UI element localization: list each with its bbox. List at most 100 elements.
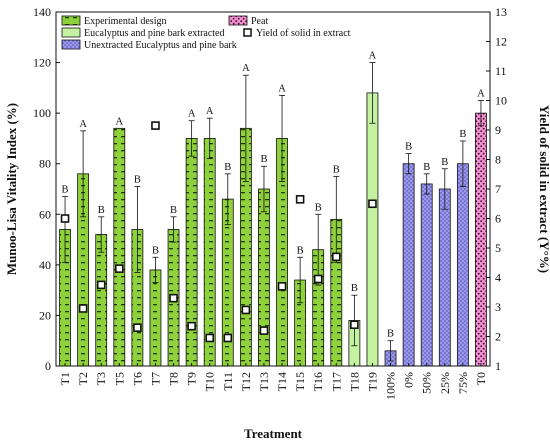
letter-T0: A <box>477 89 485 100</box>
left-tick-label: 0 <box>45 359 51 373</box>
yield-marker-T15 <box>295 195 305 204</box>
x-tick-label-100%: 100% <box>384 372 398 400</box>
x-tick-label-0%: 0% <box>402 372 416 388</box>
letter-T16: B <box>315 202 322 213</box>
legend-swatch-unextracted <box>61 39 81 50</box>
x-tick-label-T1: T1 <box>58 372 72 385</box>
x-tick-label-T16: T16 <box>311 372 325 391</box>
bar-T7 <box>149 269 162 367</box>
x-tick-label-T2: T2 <box>76 372 90 385</box>
bar-75% <box>456 163 469 367</box>
letter-T12: A <box>242 63 250 74</box>
yield-marker-T2 <box>78 304 88 313</box>
left-tick-label: 100 <box>33 106 51 120</box>
right-tick-label: 5 <box>495 241 501 255</box>
letter-T3: B <box>98 205 105 216</box>
x-tick-label-T19: T19 <box>365 372 379 391</box>
yield-markers-layer <box>60 121 377 343</box>
letter-T1: B <box>62 185 69 196</box>
legend-swatch-peat <box>228 15 248 26</box>
x-tick-label-T11: T11 <box>221 372 235 391</box>
x-tick-label-T14: T14 <box>275 372 289 391</box>
letter-T5: A <box>115 116 123 127</box>
yield-marker-T13 <box>259 326 269 335</box>
legend-label-extracted: Eucalyptus and pine bark extracted <box>84 28 225 39</box>
x-tick-label-T3: T3 <box>94 372 108 385</box>
yield-marker-T8 <box>169 293 178 303</box>
yield-marker-T6 <box>133 323 142 332</box>
x-tick-label-T9: T9 <box>185 372 199 385</box>
letter-T10: A <box>206 106 214 117</box>
x-tick-label-25%: 25% <box>438 372 452 394</box>
left-y-axis-title: Munoo-Lisa Vitality Index (%) <box>4 103 19 275</box>
right-y-axis-title: Yield of solid in extract (Y°%) <box>537 105 550 273</box>
bar-50% <box>420 183 433 367</box>
letter-0%: B <box>405 142 412 153</box>
bar-T0 <box>475 112 487 367</box>
bar-T3 <box>95 234 108 367</box>
x-tick-label-75%: 75% <box>456 372 470 394</box>
left-tick-label: 120 <box>33 56 51 70</box>
bar-T10 <box>203 138 216 367</box>
right-tick-label: 4 <box>495 271 501 285</box>
legend-label-peat: Peat <box>251 16 268 27</box>
yield-marker-T17 <box>331 252 341 262</box>
x-tick-label-T15: T15 <box>293 372 307 391</box>
x-tick-label-T5: T5 <box>112 372 126 385</box>
letter-50%: B <box>423 162 430 173</box>
letter-T17: B <box>333 164 340 175</box>
left-tick-label: 60 <box>39 207 51 221</box>
yield-marker-T19 <box>368 199 377 209</box>
yield-marker-T3 <box>96 280 106 290</box>
yield-marker-T12 <box>241 305 251 315</box>
left-tick-label: 40 <box>39 258 51 272</box>
x-tick-label-T6: T6 <box>130 372 144 385</box>
x-tick-label-T0: T0 <box>474 372 488 385</box>
legend-label-yield: Yield of solid in extract <box>256 28 351 39</box>
yield-marker-T1 <box>60 214 70 223</box>
x-axis: T1 T2 T3 T5 T6 T7 T8 T9 T10 T11 T12 T13 T14 T15 T16 T17… <box>58 363 488 400</box>
error-bars-layer <box>62 62 484 362</box>
x-tick-label-T17: T17 <box>329 372 343 391</box>
letter-T13: B <box>260 154 267 165</box>
yield-marker-T9 <box>187 321 196 331</box>
right-tick-label: 13 <box>495 5 507 19</box>
bar-T9 <box>185 138 198 367</box>
x-tick-label-T12: T12 <box>239 372 253 391</box>
right-tick-label: 10 <box>495 94 507 108</box>
yield-marker-T14 <box>277 282 287 291</box>
right-tick-label: 9 <box>495 123 501 137</box>
bar-0% <box>402 163 415 367</box>
left-tick-label: 140 <box>33 5 51 19</box>
left-y-axis: 0 20 40 60 80 100 120 140 <box>33 5 60 373</box>
yield-marker-T11 <box>223 333 233 343</box>
letter-T14: A <box>278 83 286 94</box>
letter-75%: B <box>459 129 466 140</box>
letter-T7: B <box>152 245 159 256</box>
x-axis-title: Treatment <box>244 426 303 441</box>
x-tick-label-T8: T8 <box>167 372 181 385</box>
right-tick-label: 1 <box>495 359 501 373</box>
letter-T6: B <box>134 174 141 185</box>
right-tick-label: 2 <box>495 330 501 344</box>
bar-T13 <box>258 188 270 367</box>
letter-100%: B <box>387 329 394 340</box>
bar-T19 <box>366 92 379 367</box>
letter-T2: A <box>79 119 87 130</box>
right-tick-label: 8 <box>495 153 501 167</box>
x-tick-label-T7: T7 <box>148 372 162 385</box>
bar-T5 <box>113 127 126 367</box>
x-tick-label-T10: T10 <box>203 372 217 391</box>
right-tick-label: 6 <box>495 212 501 226</box>
letter-T8: B <box>170 205 177 216</box>
legend-swatch-experimental <box>61 15 81 26</box>
yield-marker-T7 <box>151 121 160 130</box>
letter-25%: B <box>441 157 448 168</box>
left-tick-label: 20 <box>39 308 51 322</box>
right-tick-label: 11 <box>495 64 507 78</box>
legend-swatch-extracted <box>61 27 81 38</box>
x-tick-label-T13: T13 <box>257 372 271 391</box>
